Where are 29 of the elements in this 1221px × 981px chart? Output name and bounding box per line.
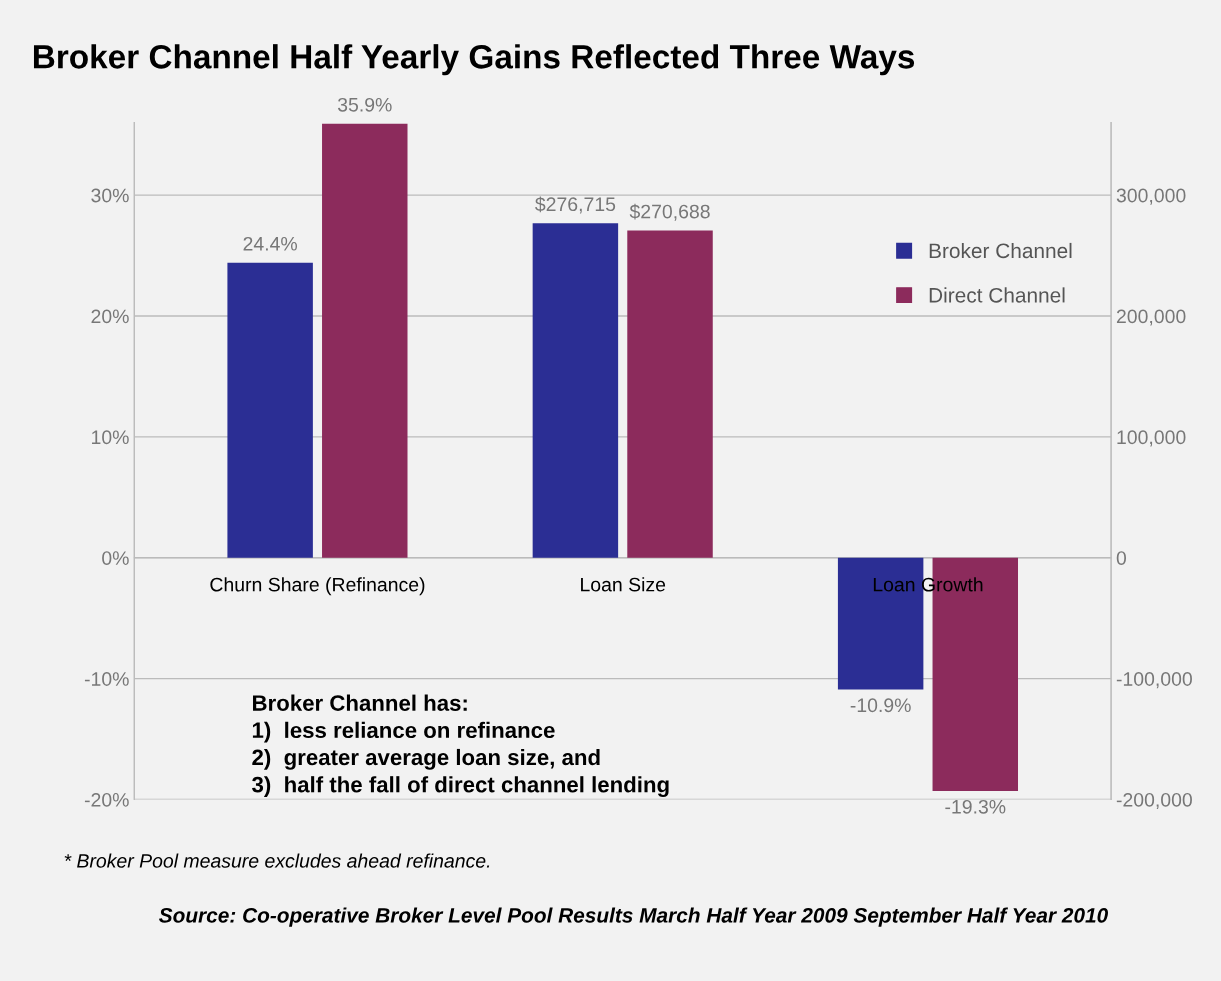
x-tick-label: Loan Size	[581, 577, 666, 592]
y2-tick-label: -200,000	[1116, 792, 1192, 810]
data-label: $270,688	[629, 203, 710, 221]
data-label: 24.4%	[243, 236, 298, 251]
y-tick-label: 30%	[91, 188, 129, 203]
chart-title: Broker Channel Half Yearly Gains Reflected Three Ways	[33, 44, 915, 76]
legend-label: Broker Channel	[929, 242, 1072, 259]
y2-tick-label: -100,000	[1116, 672, 1192, 689]
y-tick-label: 10%	[92, 430, 129, 445]
y-tick-label: 20%	[91, 309, 129, 324]
data-label: $276,715	[535, 196, 616, 214]
legend-label: Direct Channel	[929, 287, 1065, 303]
source-note: Source: Co-operative Broker Level Pool Results March Half Year 2009 September Half Year 2010	[158, 907, 1109, 927]
bar	[322, 123, 408, 558]
bar	[227, 262, 313, 558]
y2-tick-label: 100,000	[1117, 430, 1186, 447]
y-tick-label: 0%	[102, 551, 129, 566]
y2-tick-label: 300,000	[1116, 188, 1186, 205]
data-label: -19.3%	[945, 799, 1006, 814]
x-tick-label: Churn Share (Refinance)	[210, 577, 425, 596]
data-label: -10.9%	[850, 698, 911, 713]
y-tick-label: -10%	[84, 672, 129, 686]
text: * Broker Pool measure excludes ahead refinance.	[64, 853, 490, 868]
data-label: 35.9%	[337, 97, 392, 112]
bar	[837, 557, 924, 690]
annotation: Broker Channel has: 1) less reliance on refinance 2) greater average loan size, and 3) half the fall of direct channel lending	[252, 694, 669, 797]
y-tick-label: -20%	[84, 792, 129, 807]
y2-tick-label: 200,000	[1116, 309, 1186, 326]
y2-tick-label: 0	[1116, 551, 1127, 566]
